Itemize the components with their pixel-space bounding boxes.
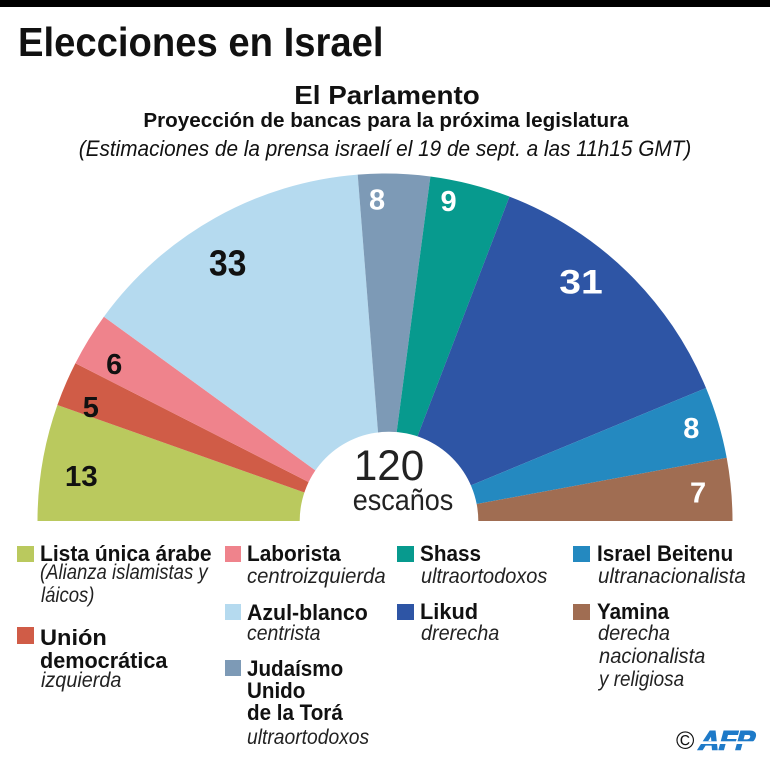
svg-text:8: 8	[683, 413, 699, 445]
svg-text:6: 6	[106, 349, 122, 381]
svg-text:5: 5	[83, 392, 99, 424]
svg-text:31: 31	[559, 263, 602, 301]
svg-text:7: 7	[690, 478, 706, 510]
svg-text:13: 13	[65, 460, 98, 493]
svg-text:AFP: AFP	[696, 726, 759, 755]
svg-text:33: 33	[209, 243, 246, 284]
svg-text:8: 8	[369, 185, 385, 217]
svg-text:9: 9	[440, 186, 456, 218]
